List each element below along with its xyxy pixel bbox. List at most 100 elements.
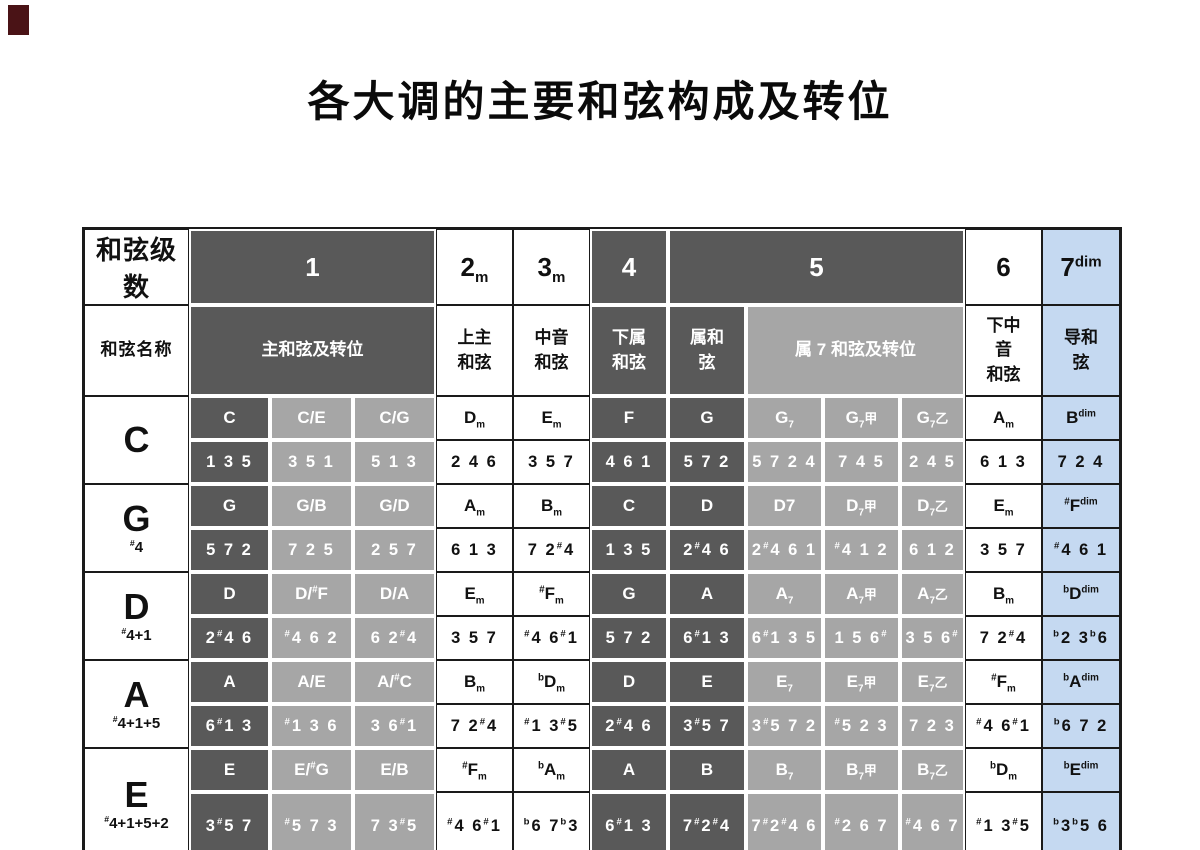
chord-notes: 3#5 7 2 — [746, 704, 823, 748]
chord-name: E7 — [746, 660, 823, 704]
chord-name: #Fm — [436, 748, 513, 792]
chord-name: bDm — [513, 660, 590, 704]
chord-name: E — [668, 660, 746, 704]
chord-name: Em — [965, 484, 1042, 528]
chord-name: C — [590, 484, 668, 528]
chord-notes: #4 6 7 — [900, 792, 965, 850]
key-letter: C — [123, 419, 150, 461]
chord-notes: #2 6 7 — [823, 792, 900, 850]
chord-notes: 3#5 7 — [189, 792, 270, 850]
name-supertonic: 上主 和弦 — [436, 305, 513, 396]
chord-name: D/A — [353, 572, 436, 616]
chord-name: D — [189, 572, 270, 616]
chord-notes: 7 3#5 — [353, 792, 436, 850]
chord-notes: 5 7 2 4 — [746, 440, 823, 484]
chord-name: F — [590, 396, 668, 440]
chord-notes: 6#1 3 5 — [746, 616, 823, 660]
chord-name: E/B — [353, 748, 436, 792]
key-cell: C — [84, 396, 189, 484]
key-row-E: E #4+1+5+2 E E/#G E/B #Fm bAm A B B7 B7甲 B7乙 bDm bEdi… — [84, 748, 1120, 850]
chord-notes: 3 5 6# — [900, 616, 965, 660]
chord-name: B7 — [746, 748, 823, 792]
page-title: 各大调的主要和弦构成及转位 — [307, 80, 893, 126]
chord-notes: 5 1 3 — [353, 440, 436, 484]
name-mediant: 中音 和弦 — [513, 305, 590, 396]
name-leading: 导和弦 — [1042, 305, 1120, 396]
chord-notes: b6 7b3 — [513, 792, 590, 850]
chord-notes: 7#2#4 6 — [746, 792, 823, 850]
name-dominant7: 属 7 和弦及转位 — [746, 305, 965, 396]
chord-notes: 3 6#1 — [353, 704, 436, 748]
name-header-row: 和弦名称 主和弦及转位 上主 和弦 中音 和弦 下属 和弦 属和弦 属 7 和弦及转位… — [84, 305, 1120, 396]
chord-name: G/D — [353, 484, 436, 528]
key-formula: #4+1+5+2 — [104, 813, 169, 832]
chord-name: bAdim — [1042, 660, 1120, 704]
chord-name: D — [590, 660, 668, 704]
chord-name: bAm — [513, 748, 590, 792]
chord-notes: 3 5 7 — [513, 440, 590, 484]
chord-name: C/E — [270, 396, 353, 440]
degree-header-row: 和弦级数 1 2m 3m 4 5 6 7dim — [84, 229, 1120, 305]
chord-name: D — [668, 484, 746, 528]
chord-notes: b2 3b6 — [1042, 616, 1120, 660]
chord-name: Em — [513, 396, 590, 440]
chord-name: G — [590, 572, 668, 616]
chord-name: G7甲 — [823, 396, 900, 440]
chord-notes: #5 2 3 — [823, 704, 900, 748]
chord-notes: #1 3#5 — [965, 792, 1042, 850]
degree-4: 4 — [590, 229, 668, 305]
chord-notes: 6#1 3 — [668, 616, 746, 660]
chord-notes: 6#1 3 — [189, 704, 270, 748]
chord-name: D/#F — [270, 572, 353, 616]
chord-notes: 6 1 2 — [900, 528, 965, 572]
chord-notes: 5 7 2 — [590, 616, 668, 660]
chord-table-grid: 和弦级数 1 2m 3m 4 5 6 7dim 和弦名称 主和弦及转位 上主 和弦… — [84, 229, 1120, 850]
chord-table: 和弦级数 1 2m 3m 4 5 6 7dim 和弦名称 主和弦及转位 上主 和弦… — [82, 227, 1122, 850]
chord-notes: 3#5 7 — [668, 704, 746, 748]
key-letter: A — [123, 674, 150, 716]
chord-notes: b3b5 6 — [1042, 792, 1120, 850]
chord-name: Em — [436, 572, 513, 616]
chord-name: E — [189, 748, 270, 792]
chord-name: Bm — [965, 572, 1042, 616]
key-formula: #4+1 — [121, 625, 152, 644]
chord-notes: 2#4 6 — [189, 616, 270, 660]
chord-notes: 1 3 5 — [590, 528, 668, 572]
key-formula: #4+1+5 — [112, 713, 161, 732]
chord-name: bEdim — [1042, 748, 1120, 792]
key-row-G: G #4 G G/B G/D Am Bm C D D7 D7甲 D7乙 Em #Fdim — [84, 484, 1120, 572]
chord-notes: 3 5 7 — [436, 616, 513, 660]
chord-notes: #4 6#1 — [436, 792, 513, 850]
chord-notes: 7 4 5 — [823, 440, 900, 484]
chord-name: D7乙 — [900, 484, 965, 528]
chord-name: Am — [436, 484, 513, 528]
degree-3m: 3m — [513, 229, 590, 305]
chord-notes: 2 4 6 — [436, 440, 513, 484]
key-cell: G #4 — [84, 484, 189, 572]
chord-notes: #4 1 2 — [823, 528, 900, 572]
key-letter: D — [123, 586, 150, 628]
chord-name: G — [189, 484, 270, 528]
chord-name: Am — [965, 396, 1042, 440]
chord-notes: 6 2#4 — [353, 616, 436, 660]
name-tonic: 主和弦及转位 — [189, 305, 436, 396]
chord-name: bDm — [965, 748, 1042, 792]
chord-notes: 2#4 6 — [590, 704, 668, 748]
chord-notes: 1 5 6# — [823, 616, 900, 660]
chord-notes: 7 2#4 — [965, 616, 1042, 660]
chord-name: Dm — [436, 396, 513, 440]
key-letter: G — [122, 498, 151, 540]
name-dominant: 属和弦 — [668, 305, 746, 396]
chord-name: Bm — [436, 660, 513, 704]
chord-name: A — [668, 572, 746, 616]
chord-notes: 3 5 1 — [270, 440, 353, 484]
chord-notes: 6 1 3 — [436, 528, 513, 572]
key-row-C: C C C/E C/G Dm Em F G G7 G7甲 G7乙 Am Bdim — [84, 396, 1120, 484]
chord-notes: #4 6#1 — [513, 616, 590, 660]
